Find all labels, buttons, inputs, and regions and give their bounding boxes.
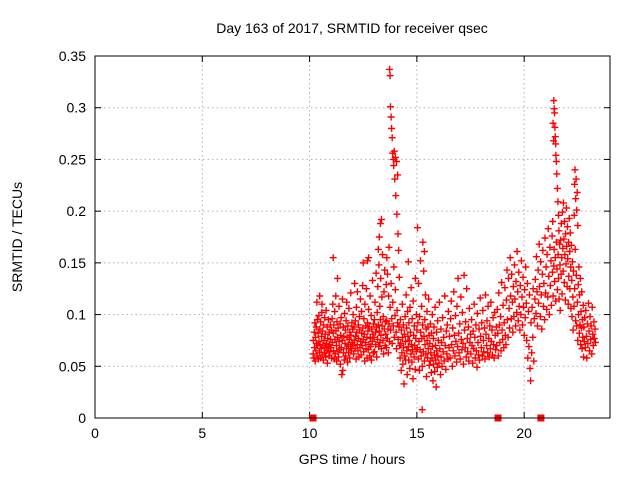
x-axis-label: GPS time / hours — [299, 451, 406, 467]
y-tick-label: 0.15 — [59, 255, 86, 271]
axis-tick-labels: 0 5 10 15 20 0 0.05 0.1 0.15 0.2 0.25 0.3 0.35 — [59, 48, 532, 441]
y-tick-label: 0.35 — [59, 48, 86, 64]
y-tick-label: 0.2 — [67, 203, 87, 219]
gridlines — [95, 56, 610, 418]
y-axis-label: SRMTID / TECUs — [9, 182, 25, 292]
x-tick-label: 15 — [409, 425, 425, 441]
x-tick-label: 0 — [91, 425, 99, 441]
plot-border — [94, 55, 611, 419]
x-tick-label: 20 — [516, 425, 532, 441]
x-tick-label: 5 — [198, 425, 206, 441]
y-tick-label: 0 — [78, 410, 86, 426]
y-tick-label: 0.1 — [67, 307, 87, 323]
x-tick-label: 10 — [302, 425, 318, 441]
y-tick-label: 0.3 — [67, 100, 87, 116]
y-tick-label: 0.25 — [59, 151, 86, 167]
y-tick-label: 0.05 — [59, 358, 86, 374]
scatter-plus-markers — [309, 65, 599, 414]
chart-title: Day 163 of 2017, SRMTID for receiver qse… — [216, 20, 488, 36]
